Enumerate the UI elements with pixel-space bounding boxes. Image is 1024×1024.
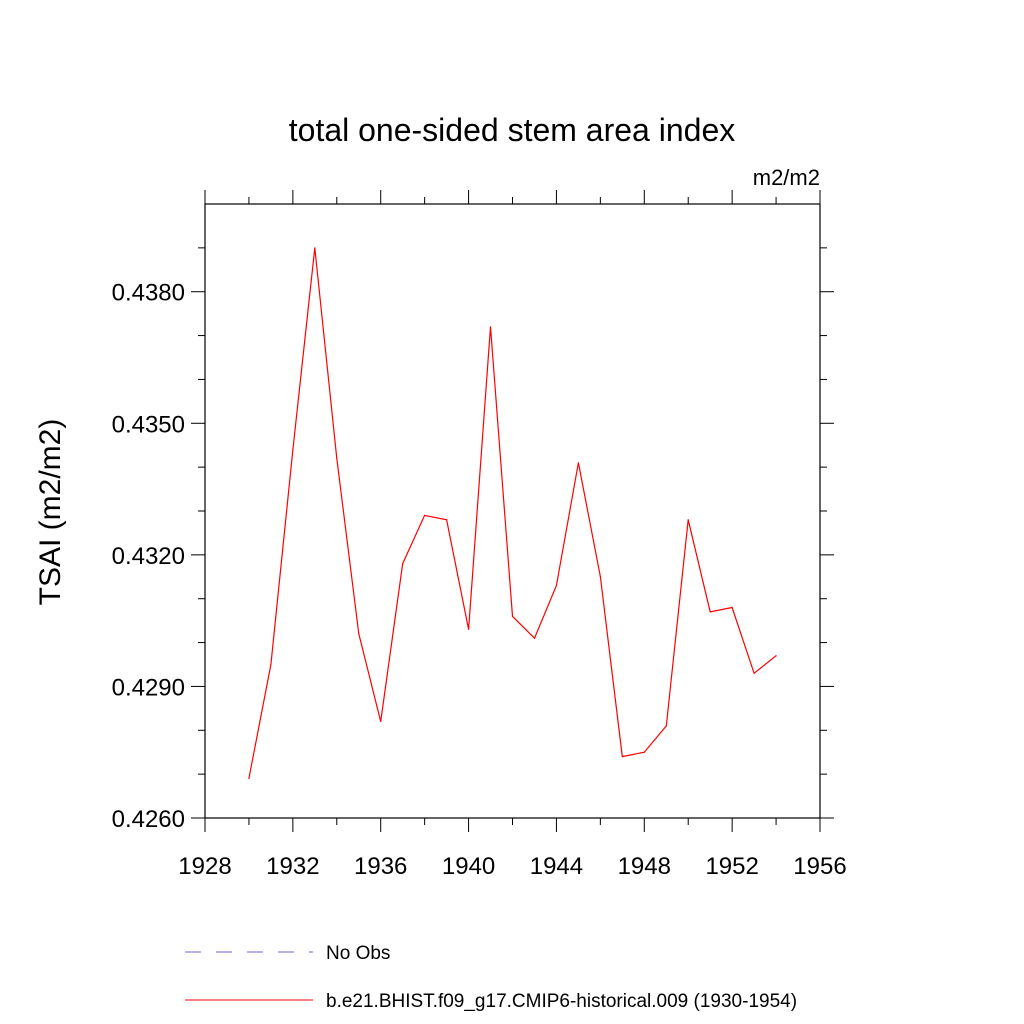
data-point [511, 615, 514, 617]
data-point [292, 449, 294, 451]
data-point [621, 756, 623, 758]
data-point [270, 663, 272, 666]
y-tick-label: 0.4380 [112, 280, 185, 307]
legend-label: No Obs [326, 943, 390, 964]
axis-ticks [191, 190, 834, 832]
x-tick-label: 1944 [530, 853, 583, 880]
data-point [753, 672, 755, 674]
data-point [314, 247, 316, 249]
data-point [248, 777, 250, 780]
data-point [446, 519, 448, 521]
data-point [467, 628, 470, 631]
plot-frame [204, 203, 821, 819]
series-layer [248, 247, 777, 780]
x-tick-label: 1940 [442, 853, 495, 880]
data-point [731, 606, 733, 609]
x-tick-label: 1948 [618, 853, 671, 880]
data-point [555, 584, 558, 587]
data-point [665, 725, 667, 727]
data-point [577, 462, 579, 464]
data-point [709, 611, 711, 613]
x-tick-label: 1932 [266, 853, 319, 880]
axis-tick-labels: 1928 1932 1936 1940 1944 1948 1952 1956 0.4260 0.… [112, 280, 847, 880]
data-point [358, 633, 360, 635]
y-tick-label: 0.4260 [112, 806, 185, 833]
data-point [424, 514, 426, 516]
y-axis-label: TSAI (m2/m2) [34, 419, 67, 606]
y-tick-label: 0.4290 [112, 674, 185, 701]
data-point [489, 326, 492, 328]
y-tick-label: 0.4350 [112, 411, 185, 438]
x-tick-label: 1952 [705, 853, 758, 880]
x-tick-label: 1936 [354, 853, 407, 880]
chart-title: total one-sided stem area index [289, 112, 735, 148]
data-point [643, 751, 645, 753]
legend-label: b.e21.BHIST.f09_g17.CMIP6-historical.009… [326, 991, 797, 1012]
data-point [336, 457, 338, 459]
data-point [533, 637, 536, 639]
x-tick-label: 1956 [793, 853, 846, 880]
legend: No Obs b.e21.BHIST.f09_g17.CMIP6-historic… [185, 943, 797, 1012]
units-label: m2/m2 [753, 165, 820, 190]
data-point [599, 576, 601, 578]
data-point [687, 519, 689, 521]
data-point [380, 720, 382, 723]
y-tick-label: 0.4320 [112, 543, 185, 570]
data-point [402, 563, 404, 565]
data-point [775, 655, 777, 657]
series-line [248, 247, 777, 779]
x-tick-label: 1928 [178, 853, 231, 880]
